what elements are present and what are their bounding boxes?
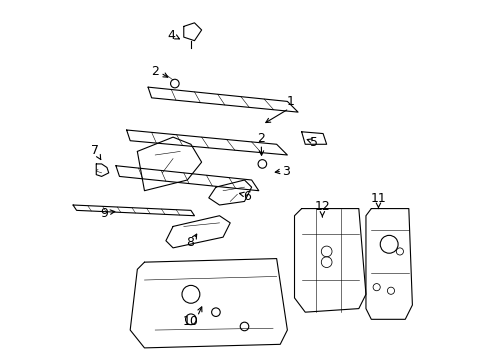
Text: 9: 9 [101, 207, 108, 220]
Text: 10: 10 [182, 315, 198, 328]
Text: 12: 12 [314, 200, 329, 213]
Text: 2: 2 [151, 64, 159, 77]
Text: 11: 11 [370, 192, 386, 205]
Text: 7: 7 [91, 144, 99, 157]
Text: 1: 1 [286, 95, 294, 108]
Text: 4: 4 [167, 29, 175, 42]
Text: 6: 6 [243, 190, 251, 203]
Text: 5: 5 [309, 136, 318, 149]
Text: 2: 2 [256, 132, 264, 145]
Text: 8: 8 [185, 236, 193, 249]
Text: 3: 3 [281, 165, 289, 177]
